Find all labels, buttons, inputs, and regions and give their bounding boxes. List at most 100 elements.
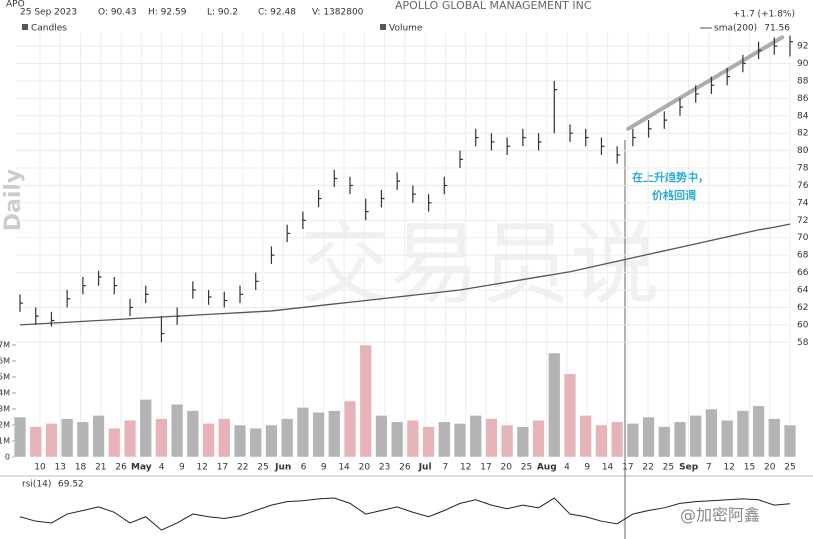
x-tick-label: 17	[217, 463, 228, 473]
volume-bar	[296, 407, 310, 458]
volume-bar	[501, 424, 514, 458]
volume-bar	[721, 419, 734, 458]
volume-bar	[139, 399, 152, 458]
y-tick-label: 58	[797, 338, 809, 348]
x-tick-label: 20	[359, 463, 371, 473]
x-tick-label: 9	[179, 463, 185, 473]
x-tick-label: 25	[521, 463, 532, 473]
volume-bar	[76, 421, 90, 458]
trendline	[626, 35, 785, 131]
volume-bar	[705, 408, 718, 458]
x-tick-label: 21	[95, 463, 106, 473]
y-tick-label: 80	[797, 146, 809, 156]
volume-bar	[61, 418, 74, 458]
volume-tick-label: 6M	[0, 357, 10, 366]
x-tick-label: Jul	[418, 463, 432, 473]
annotation: 价格回调	[652, 188, 696, 202]
header-open: O: 90.43	[98, 8, 137, 18]
header-high: H: 92.59	[148, 8, 187, 18]
y-tick-label: 72	[797, 216, 808, 226]
x-tick-label: 22	[237, 463, 248, 473]
y-tick-label: 92	[797, 42, 808, 52]
volume-bar	[563, 373, 577, 458]
volume-bar	[343, 400, 357, 458]
legend-volume: Volume	[389, 24, 423, 34]
y-tick-label: 82	[797, 129, 808, 139]
x-tick-label: Jun	[274, 463, 291, 473]
volume-tick-label: 5M	[0, 373, 10, 382]
y-tick-label: 64	[797, 286, 809, 296]
volume-bar	[29, 426, 42, 458]
volume-tick-label: 1M	[0, 437, 10, 446]
volume-bar	[673, 421, 687, 458]
volume-bar	[422, 426, 435, 458]
x-tick-label: 26	[115, 463, 127, 473]
volume-bar	[249, 427, 262, 458]
volume-bar	[611, 421, 624, 458]
header-close: C: 92.48	[258, 8, 296, 18]
volume-bar	[548, 352, 561, 458]
x-tick-label: 12	[460, 463, 471, 473]
volume-bar	[202, 423, 215, 458]
legend-sma-value: 71.56	[764, 24, 790, 34]
x-tick-label: 15	[744, 463, 755, 473]
x-tick-label: 13	[55, 463, 66, 473]
x-tick-label: May	[131, 463, 152, 473]
x-tick-label: 14	[338, 463, 350, 473]
x-tick-label: 14	[602, 463, 614, 473]
header-date: 25 Sep 2023	[20, 8, 77, 18]
header-low: L: 90.2	[207, 8, 238, 18]
volume-bar	[783, 424, 797, 458]
x-tick-label: 4	[159, 463, 165, 473]
y-tick-label: 60	[797, 320, 809, 330]
x-tick-label: 22	[642, 463, 653, 473]
header-volume: V: 1382800	[312, 8, 364, 18]
volume-bar	[658, 426, 671, 458]
x-tick-label: 4	[564, 463, 570, 473]
header-change: +1.7 (+1.8%)	[733, 10, 795, 20]
volume-bar	[171, 403, 184, 458]
y-tick-label: 74	[797, 198, 809, 208]
volume-bar	[485, 418, 498, 458]
x-tick-label: 10	[34, 463, 46, 473]
volume-bar	[642, 416, 655, 458]
x-tick-label: 9	[584, 463, 590, 473]
volume-bar	[312, 411, 325, 458]
volume-bar	[391, 421, 404, 458]
company-name: APOLLO GLOBAL MANAGEMENT INC	[395, 0, 592, 12]
legend-icon	[22, 24, 28, 30]
volume-bar	[92, 415, 105, 458]
annotation: 在上升趋势中，	[632, 170, 709, 184]
volume-bar	[45, 423, 58, 458]
legend-icon	[380, 24, 386, 30]
x-tick-label: 25	[663, 463, 674, 473]
volume-bar	[736, 410, 750, 458]
symbol: APO	[6, 0, 25, 10]
volume-bar	[359, 344, 372, 458]
x-tick-label: 12	[196, 463, 207, 473]
volume-bar	[579, 415, 592, 458]
volume-bar	[13, 416, 27, 458]
volume-bar	[233, 424, 247, 458]
x-tick-label: 23	[379, 463, 390, 473]
x-tick-label: 17	[480, 463, 491, 473]
volume-bar	[123, 419, 137, 458]
x-tick-label: 9	[321, 463, 327, 473]
volume-tick-label: 0	[5, 453, 10, 462]
volume-bar	[595, 424, 608, 458]
volume-bar	[752, 405, 765, 458]
volume-bar	[108, 427, 121, 458]
y-tick-label: 78	[797, 164, 809, 174]
x-tick-label: Aug	[537, 463, 557, 473]
x-tick-label: 20	[764, 463, 776, 473]
x-tick-label: 7	[443, 463, 449, 473]
y-tick-label: 90	[797, 59, 809, 69]
watermark: 交易员说	[300, 212, 660, 317]
volume-bar	[453, 423, 467, 458]
volume-bar	[406, 419, 420, 458]
rsi-value: 69.52	[58, 480, 84, 490]
y-tick-label: 76	[797, 181, 809, 191]
volume-tick-label: 2M	[0, 421, 10, 430]
volume-bar	[155, 418, 168, 458]
